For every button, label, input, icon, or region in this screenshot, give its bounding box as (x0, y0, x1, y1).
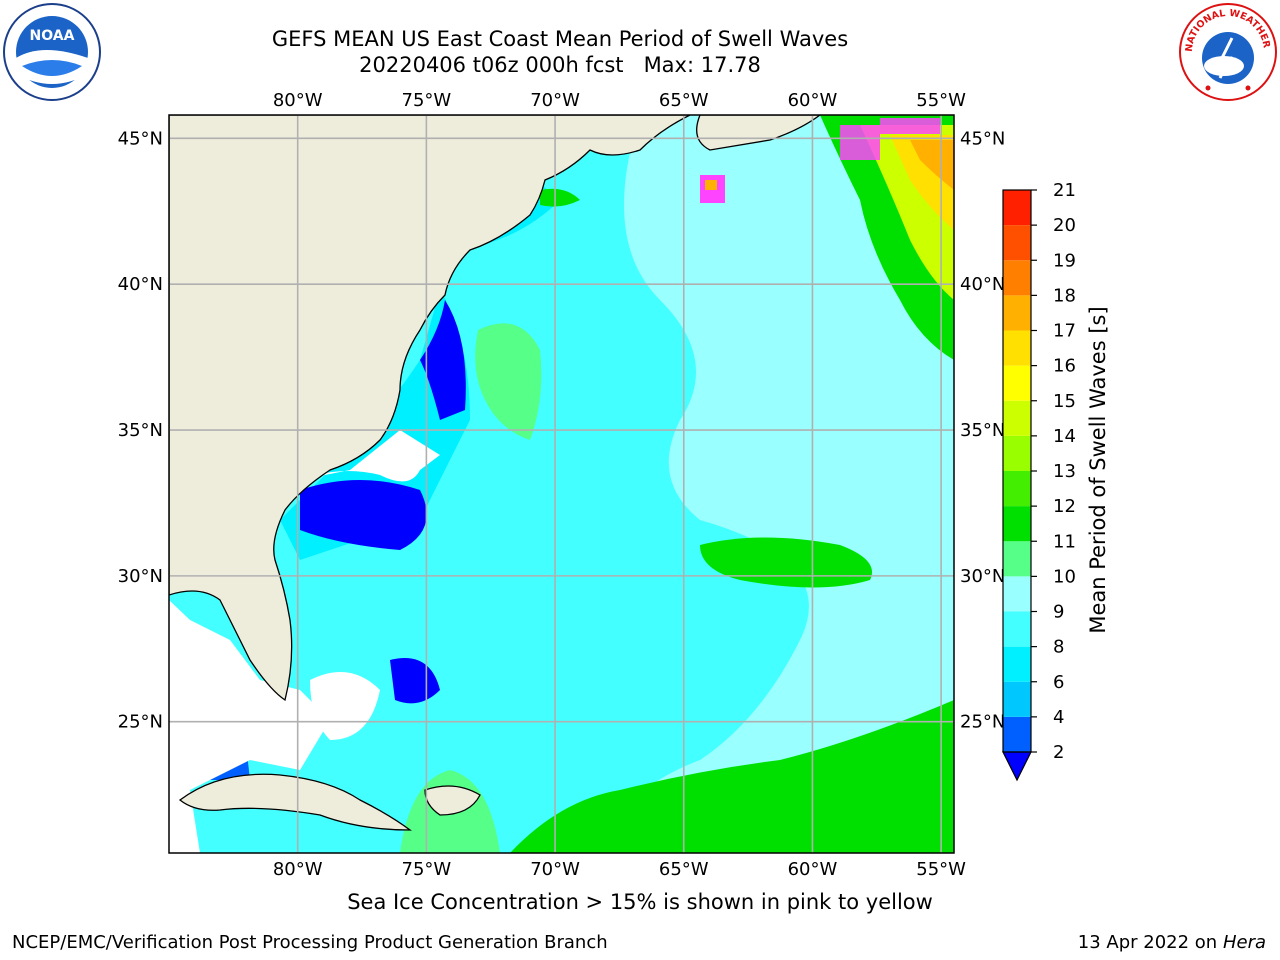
colorbar-swatch (1003, 400, 1031, 436)
lon-tick-label-bottom: 80°W (273, 859, 323, 880)
colorbar-tick-label: 15 (1053, 391, 1076, 412)
title-line-1: GEFS MEAN US East Coast Mean Period of S… (271, 27, 849, 51)
sea-ice-patch-2 (840, 125, 880, 160)
lon-tick-label-top: 80°W (273, 90, 323, 111)
colorbar-tick-label: 2 (1053, 742, 1064, 763)
lat-tick-label-right: 25°N (960, 712, 1005, 733)
sea-ice-patch-1-core (705, 180, 717, 190)
colorbar-swatch (1003, 225, 1031, 261)
land-cuba (178, 773, 412, 831)
nodata-gulf (169, 600, 330, 853)
colorbar-swatch (1003, 716, 1031, 752)
colorbar-tick-label: 6 (1053, 672, 1064, 693)
land-nova-scotia (696, 115, 822, 151)
colorbar-swatch (1003, 611, 1031, 647)
colorbar-swatch (1003, 190, 1031, 226)
noaa-logo: NOAA (2, 2, 102, 102)
lat-tick-label-right: 45°N (960, 128, 1005, 149)
lat-tick-label-left: 40°N (118, 274, 163, 295)
chart-title: GEFS MEAN US East Coast Mean Period of S… (200, 26, 920, 78)
land-hispaniola (424, 785, 481, 816)
nws-logo: NATIONAL WEATHER SERVICE (1174, 0, 1278, 102)
colorbar-tick-label: 11 (1053, 531, 1076, 552)
colorbar-tick-label: 14 (1053, 426, 1076, 447)
colorbar-swatch (1003, 681, 1031, 717)
colorbar-tick-label: 13 (1053, 461, 1076, 482)
lat-labels-left: 45°N 40°N 35°N 30°N 25°N (118, 128, 163, 732)
field-8-9s (600, 115, 954, 853)
colorbar-swatch (1003, 646, 1031, 682)
colorbar-tick-label: 10 (1053, 566, 1076, 587)
lon-tick-label-top: 65°W (659, 90, 709, 111)
footer-date: 13 Apr 2022 on Hera (1078, 932, 1266, 953)
colorbar-swatch (1003, 295, 1031, 331)
colorbar-tick-label: 20 (1053, 215, 1076, 236)
field-blue-bahamas (390, 658, 440, 704)
lon-tick-label-bottom: 70°W (530, 859, 580, 880)
colorbar-label: Mean Period of Swell Waves [s] (1086, 306, 1110, 633)
lon-tick-label-bottom: 75°W (402, 859, 452, 880)
sea-ice-note: Sea Ice Concentration > 15% is shown in … (347, 890, 933, 914)
colorbar-tick-label: 12 (1053, 496, 1076, 517)
colorbar-ticks: 2 4 6 8 9 10 11 12 13 14 15 16 17 18 19 20 21 (1031, 180, 1076, 763)
nodata-bahamas-bank (310, 672, 380, 740)
field-orange-northeast (910, 140, 954, 190)
lat-tick-label-left: 25°N (118, 712, 163, 733)
lon-tick-label-bottom: 60°W (788, 859, 838, 880)
colorbar-swatch (1003, 541, 1031, 577)
field-blue-delmarva (420, 300, 466, 420)
field-green-offshore-nj (475, 323, 542, 440)
sea-ice-patch-3 (880, 118, 940, 134)
colorbar-tick-label: 16 (1053, 356, 1076, 377)
colorbar-tick-label: 18 (1053, 285, 1076, 306)
lon-tick-label-top: 55°W (916, 90, 966, 111)
colorbar-swatch (1003, 471, 1031, 507)
field-green-cape-cod (540, 188, 580, 207)
colorbar-swatch (1003, 435, 1031, 471)
field-green-south (510, 700, 954, 853)
lat-tick-label-left: 35°N (118, 420, 163, 441)
lon-tick-label-bottom: 65°W (659, 859, 709, 880)
colorbar-swatch (1003, 576, 1031, 612)
map-frame (168, 114, 955, 854)
lon-tick-label-top: 75°W (402, 90, 452, 111)
lat-labels-right: 45°N 40°N 35°N 30°N 25°N (960, 128, 1005, 732)
lat-tick-label-right: 40°N (960, 274, 1005, 295)
colorbar-swatch (1003, 330, 1031, 366)
map-fields (169, 115, 954, 853)
colorbar-swatches (1002, 189, 1032, 782)
lon-labels-bottom: 80°W 75°W 70°W 65°W 60°W 55°W (273, 859, 966, 880)
colorbar-underflow-triangle (1002, 751, 1032, 782)
colorbar-tick-label: 19 (1053, 250, 1076, 271)
title-line-2: 20220406 t06z 000h fcst Max: 17.78 (359, 53, 761, 77)
colorbar-swatch (1003, 365, 1031, 401)
colorbar-tick-label: 9 (1053, 602, 1064, 623)
lat-tick-label-left: 45°N (118, 128, 163, 149)
lat-tick-label-right: 30°N (960, 566, 1005, 587)
lon-tick-label-top: 60°W (788, 90, 838, 111)
field-blue-carolina (300, 480, 427, 550)
noaa-logo-text: NOAA (30, 28, 75, 44)
lon-tick-label-top: 70°W (530, 90, 580, 111)
nodata-sounds (300, 430, 440, 482)
lat-tick-label-right: 35°N (960, 420, 1005, 441)
colorbar-swatch (1003, 260, 1031, 296)
map-gridlines (169, 115, 954, 853)
footer-credit: NCEP/EMC/Verification Post Processing Pr… (12, 932, 608, 953)
footer-date-text: 13 Apr 2022 on (1077, 932, 1218, 953)
lon-tick-label-bottom: 55°W (916, 859, 966, 880)
colorbar-tick-label: 17 (1053, 321, 1076, 342)
land-north-america (169, 115, 691, 702)
footer-host: Hera (1222, 932, 1266, 953)
lat-tick-label-left: 30°N (118, 566, 163, 587)
field-green-central (700, 537, 872, 588)
colorbar-tick-label: 4 (1053, 707, 1064, 728)
colorbar-tick-label: 21 (1053, 180, 1076, 201)
colorbar-tick-label: 8 (1053, 637, 1064, 658)
colorbar-swatch (1003, 506, 1031, 542)
lon-labels-top: 80°W 75°W 70°W 65°W 60°W 55°W (273, 90, 966, 111)
